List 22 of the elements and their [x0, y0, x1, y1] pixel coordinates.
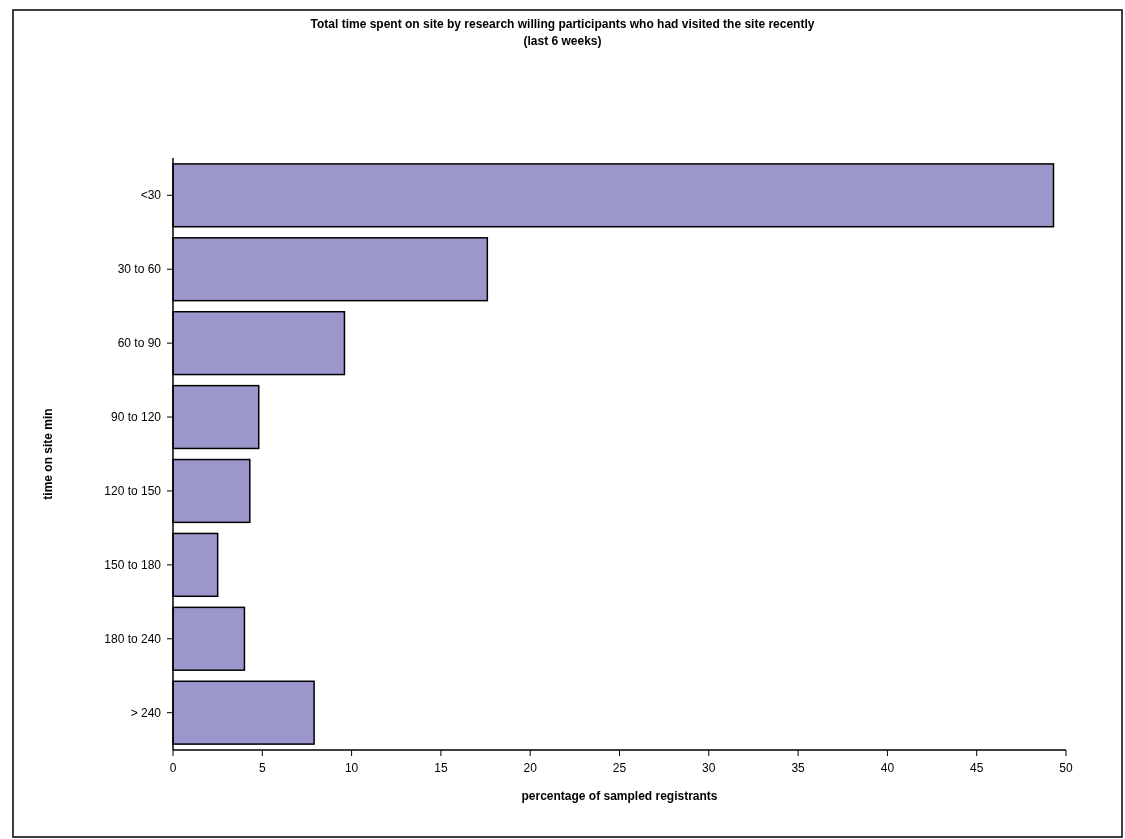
x-tick-label: 45: [970, 761, 984, 775]
x-axis-title: percentage of sampled registrants: [521, 789, 718, 803]
y-tick-label: 180 to 240: [104, 631, 162, 646]
y-tick-label: > 240: [130, 705, 162, 720]
chart-title: Total time spent on site by research willing participants who had visited the site recently (last 6 weeks): [310, 17, 815, 48]
x-tick-label: 0: [169, 761, 177, 775]
x-tick-label: 10: [344, 761, 359, 775]
y-tick-label: 90 to 120: [110, 410, 162, 425]
y-tick-label: <30: [140, 188, 162, 203]
x-tick-label: 30: [702, 761, 716, 775]
x-tick-label: 15: [434, 761, 448, 775]
x-tick-label: 25: [612, 761, 627, 775]
x-tick-label: 35: [791, 761, 806, 775]
y-tick-label: 60 to 90: [117, 336, 162, 351]
x-tick-label: 20: [523, 761, 538, 775]
x-tick-label: 40: [880, 761, 895, 775]
x-tick-label: 5: [258, 761, 266, 775]
y-tick-label: 30 to 60: [117, 262, 162, 277]
y-tick-label: 120 to 150: [104, 483, 162, 498]
y-tick-label: 150 to 180: [104, 557, 162, 572]
x-tick-label: 50: [1059, 761, 1073, 775]
y-axis-title: time on site min: [41, 408, 55, 500]
